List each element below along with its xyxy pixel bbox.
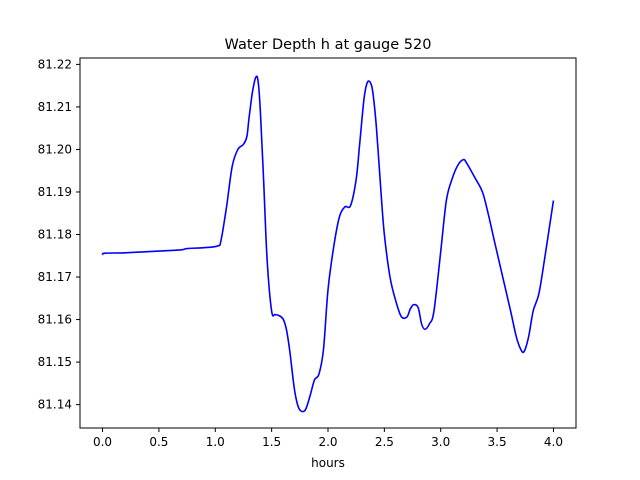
x-tick-label: 4.0 — [544, 435, 563, 449]
series-layer — [101, 75, 555, 413]
y-tick-label: 81.19 — [38, 185, 72, 199]
x-tick-label: 1.0 — [206, 435, 225, 449]
y-tick-label: 81.20 — [38, 142, 72, 156]
y-tick-label: 81.17 — [38, 270, 72, 284]
y-tick-label: 81.21 — [38, 100, 72, 114]
x-tick-label: 3.0 — [431, 435, 450, 449]
x-tick-label: 2.5 — [375, 435, 394, 449]
y-tick-label: 81.15 — [38, 355, 72, 369]
y-tick-label: 81.22 — [38, 57, 72, 71]
x-tick-label: 3.5 — [488, 435, 507, 449]
x-tick-label: 2.0 — [318, 435, 337, 449]
x-axis-label: hours — [311, 456, 345, 470]
x-tick-label: 0.0 — [93, 435, 112, 449]
x-axis: 0.0 0.5 1.0 1.5 2.0 2.5 3.0 3.5 4.0 — [93, 428, 563, 449]
x-tick-label: 0.5 — [149, 435, 168, 449]
y-tick-label: 81.16 — [38, 313, 72, 327]
y-tick-label: 81.14 — [38, 398, 72, 412]
series-line — [101, 75, 555, 413]
x-tick-label: 1.5 — [262, 435, 281, 449]
chart-title: Water Depth h at gauge 520 — [225, 37, 432, 53]
y-axis: 81.14 81.15 81.16 81.17 81.18 81.19 81.20 81.21… — [38, 57, 80, 412]
y-tick-label: 81.18 — [38, 227, 72, 241]
